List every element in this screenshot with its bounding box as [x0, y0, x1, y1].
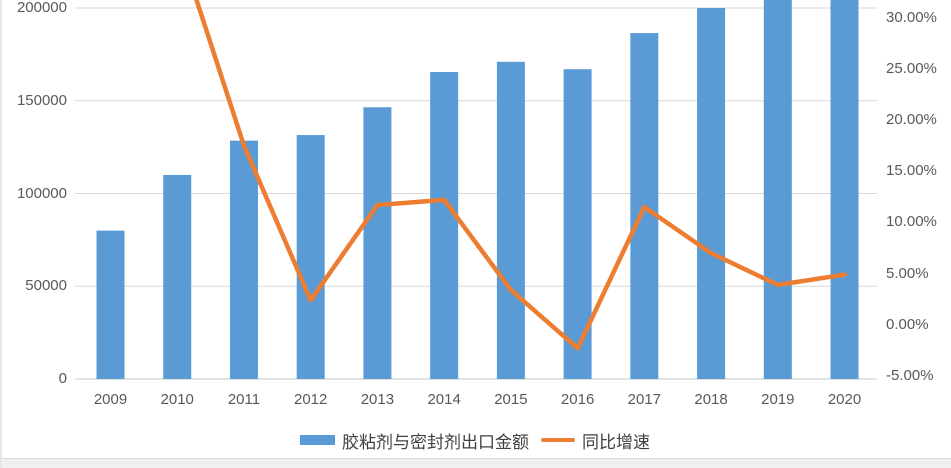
bar-2009 — [96, 230, 125, 379]
bar-2020 — [830, 0, 859, 380]
year-label-2014: 2014 — [427, 391, 461, 408]
bar-2012 — [296, 135, 325, 379]
legend-line-swatch-icon — [541, 438, 575, 442]
year-label-2019: 2019 — [761, 391, 795, 408]
year-label-2018: 2018 — [694, 391, 728, 408]
year-label-2010: 2010 — [160, 391, 194, 408]
right-tick-label: -5.00% — [886, 367, 934, 384]
bar-2010 — [163, 174, 192, 379]
year-label-2020: 2020 — [827, 391, 862, 408]
bar-2018 — [697, 8, 726, 379]
bar-2019 — [763, 0, 792, 379]
page-left-edge — [0, 0, 2, 468]
year-label-2011: 2011 — [227, 391, 261, 408]
bar-2013 — [363, 107, 392, 380]
legend-bar-label: 胶粘剂与密封剂出口金额 — [342, 432, 529, 452]
legend: 胶粘剂与密封剂出口金额 同比增速 — [300, 430, 650, 452]
legend-line-label: 同比增速 — [582, 432, 650, 452]
year-label-2017: 2017 — [627, 391, 662, 408]
right-tick-label: 30.00% — [886, 8, 937, 26]
year-label-2012: 2012 — [294, 391, 328, 408]
right-tick-label: 10.00% — [886, 213, 937, 231]
year-label-2015: 2015 — [494, 391, 528, 408]
year-label-2016: 2016 — [560, 391, 595, 408]
left-tick-label: 150000 — [16, 91, 67, 109]
left-tick-label: 50000 — [25, 277, 67, 295]
year-label-2013: 2013 — [360, 391, 395, 408]
left-tick-label: 200000 — [16, 0, 67, 16]
year-label-2009: 2009 — [93, 391, 128, 408]
right-tick-label: 15.00% — [886, 162, 937, 180]
right-tick-label: 0.00% — [886, 315, 929, 333]
page-bottom-strip — [0, 458, 951, 468]
growth-line — [194, 0, 847, 351]
right-tick-label: 20.00% — [886, 111, 937, 128]
right-tick-label: 5.00% — [886, 264, 929, 282]
left-tick-label: 0 — [58, 370, 67, 387]
legend-bar-swatch-icon — [300, 435, 335, 445]
bar-2014 — [430, 71, 459, 379]
bar-2015 — [496, 61, 525, 380]
left-tick-label: 100000 — [16, 184, 67, 202]
bar-2011 — [229, 140, 258, 379]
right-tick-label: 25.00% — [886, 59, 937, 77]
